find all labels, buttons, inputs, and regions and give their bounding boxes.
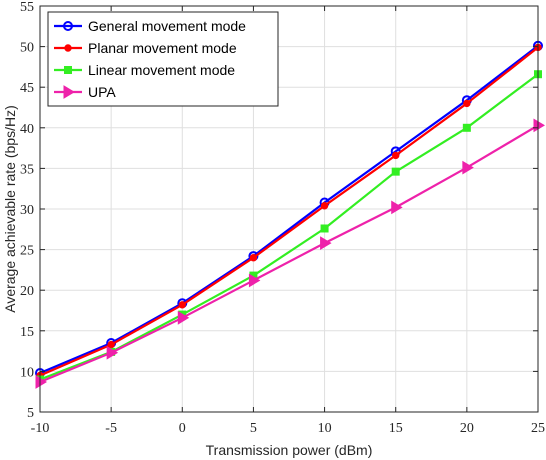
data-point (320, 224, 329, 233)
y-tick-label: 55 (20, 0, 34, 15)
y-tick-label: 20 (20, 284, 34, 299)
data-point (106, 345, 119, 360)
legend-marker (63, 85, 75, 99)
x-tick-label: -5 (105, 421, 117, 436)
x-tick-label: 25 (531, 421, 545, 436)
data-point (462, 123, 471, 132)
data-point (249, 254, 258, 262)
legend-label: Planar movement mode (88, 40, 237, 56)
y-tick-label: 10 (20, 365, 34, 380)
data-point (391, 167, 400, 176)
y-tick-label: 5 (27, 406, 34, 421)
data-point (177, 310, 190, 325)
series-2 (36, 43, 542, 380)
y-tick-label: 40 (20, 122, 34, 137)
legend-item: Linear movement mode (54, 62, 235, 78)
legend: General movement mode Planar movement mod… (47, 11, 279, 107)
axis-ticks: -10 -5 0 5 10 15 20 25 5 10 15 20 25 30 35 40 45 50 55 (20, 0, 545, 436)
data-point (35, 375, 47, 389)
x-tick-label: -10 (31, 421, 50, 436)
series-line (39, 44, 539, 375)
data-point (320, 202, 329, 210)
data-point (392, 151, 400, 160)
data-point (533, 118, 545, 133)
legend-marker (63, 21, 73, 31)
series-group (35, 40, 545, 389)
series-line (39, 124, 539, 383)
data-point (107, 340, 115, 349)
series-line (39, 46, 539, 377)
data-point (391, 200, 403, 215)
legend-box (47, 11, 279, 107)
legend-label: UPA (88, 84, 116, 100)
x-tick-label: 15 (389, 421, 403, 436)
y-tick-label: 25 (20, 244, 34, 259)
y-tick-label: 35 (20, 162, 34, 177)
data-point (320, 236, 332, 250)
legend-label: General movement mode (88, 18, 246, 34)
y-tick-label: 45 (20, 81, 34, 96)
x-tick-label: 20 (460, 421, 474, 436)
legend-label: Linear movement mode (88, 62, 235, 78)
y-tick-label: 50 (20, 41, 34, 56)
x-tick-label: 0 (179, 421, 186, 436)
series-4 (35, 118, 545, 389)
legend-item: General movement mode (54, 18, 246, 34)
y-tick-label: 15 (20, 325, 34, 340)
legend-marker (64, 66, 72, 74)
data-point (248, 273, 261, 288)
legend-marker (64, 44, 72, 52)
data-point (462, 160, 474, 175)
legend-item: UPA (54, 84, 116, 100)
data-point (178, 301, 186, 309)
x-tick-label: 5 (250, 421, 257, 436)
data-point (463, 99, 471, 108)
y-axis-label: Average achievable rate (bps/Hz) (2, 105, 18, 313)
legend-item: Planar movement mode (54, 40, 237, 56)
y-tick-label: 30 (20, 203, 34, 218)
x-tick-label: 10 (318, 421, 332, 436)
x-axis-label: Transmission power (dBm) (206, 442, 373, 458)
